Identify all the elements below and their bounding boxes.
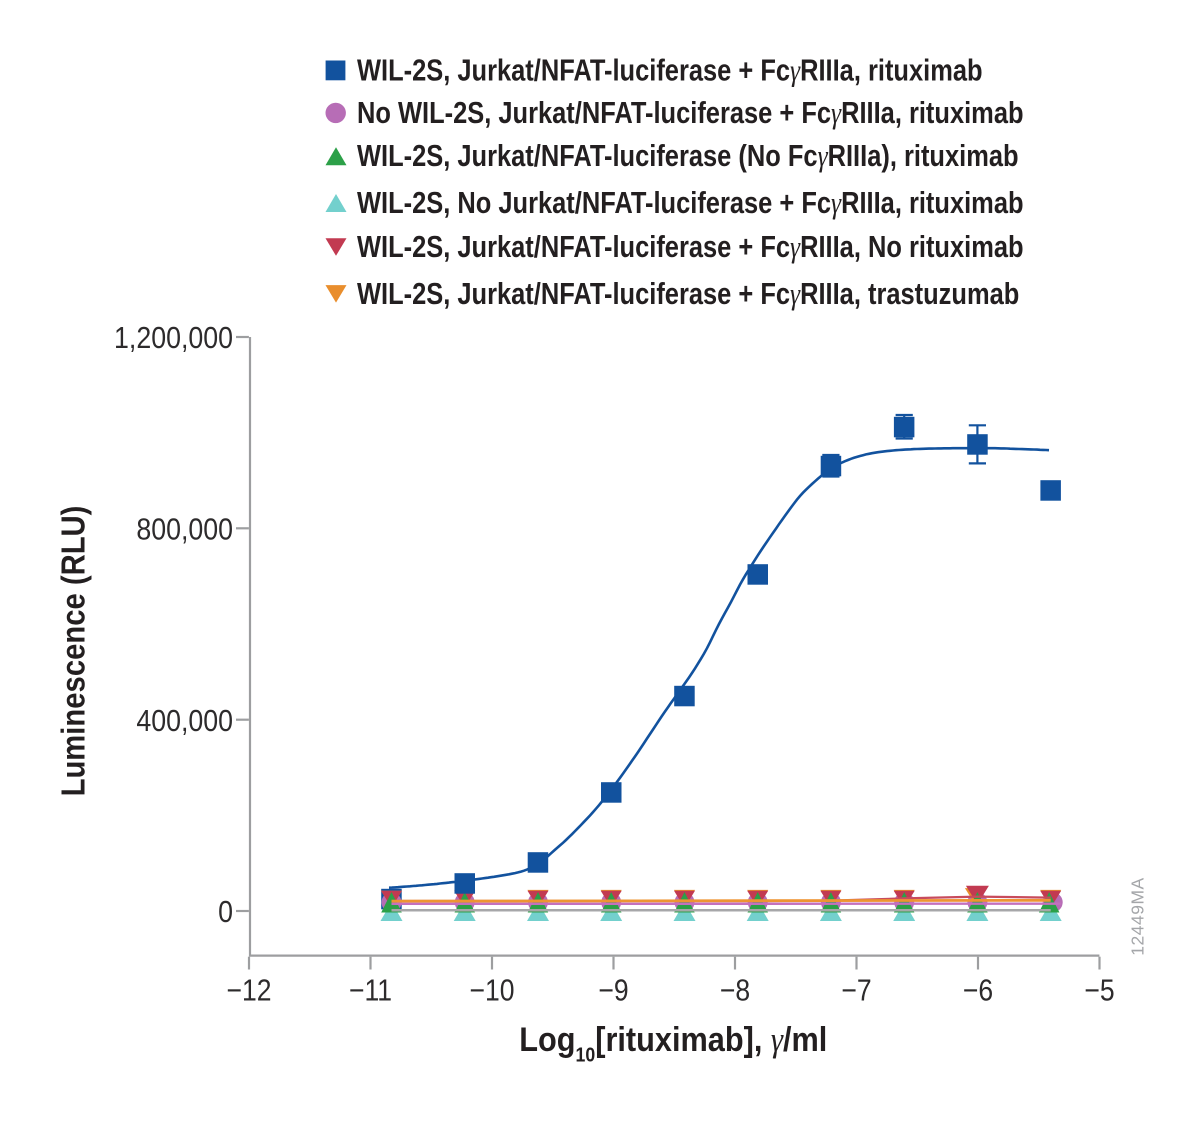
svg-text:400,000: 400,000 [136, 704, 233, 738]
svg-text:0: 0 [218, 896, 233, 930]
svg-text:Luminescence (RLU): Luminescence (RLU) [55, 506, 92, 797]
svg-text:−10: −10 [469, 974, 514, 1008]
svg-text:−9: −9 [598, 974, 628, 1008]
svg-text:−11: −11 [349, 974, 392, 1008]
svg-text:WIL-2S, Jurkat/NFAT-luciferase: WIL-2S, Jurkat/NFAT-luciferase + FcγRIII… [357, 230, 1024, 265]
svg-text:WIL-2S, No Jurkat/NFAT-lucifer: WIL-2S, No Jurkat/NFAT-luciferase + FcγR… [357, 186, 1024, 221]
svg-text:−5: −5 [1084, 974, 1114, 1008]
svg-text:800,000: 800,000 [136, 513, 233, 547]
svg-text:−12: −12 [226, 974, 271, 1008]
svg-text:WIL-2S, Jurkat/NFAT-luciferase: WIL-2S, Jurkat/NFAT-luciferase (No FcγRI… [357, 139, 1019, 174]
svg-text:WIL-2S, Jurkat/NFAT-luciferase: WIL-2S, Jurkat/NFAT-luciferase + FcγRIII… [357, 277, 1019, 312]
svg-text:WIL-2S, Jurkat/NFAT-luciferase: WIL-2S, Jurkat/NFAT-luciferase + FcγRIII… [357, 53, 983, 88]
svg-text:−7: −7 [841, 974, 871, 1008]
svg-text:−8: −8 [720, 974, 750, 1008]
svg-text:1,200,000: 1,200,000 [114, 322, 233, 356]
svg-text:No WIL-2S, Jurkat/NFAT-lucifer: No WIL-2S, Jurkat/NFAT-luciferase + FcγR… [357, 96, 1024, 131]
svg-text:−6: −6 [963, 974, 993, 1008]
svg-text:12449MA: 12449MA [1128, 877, 1148, 955]
